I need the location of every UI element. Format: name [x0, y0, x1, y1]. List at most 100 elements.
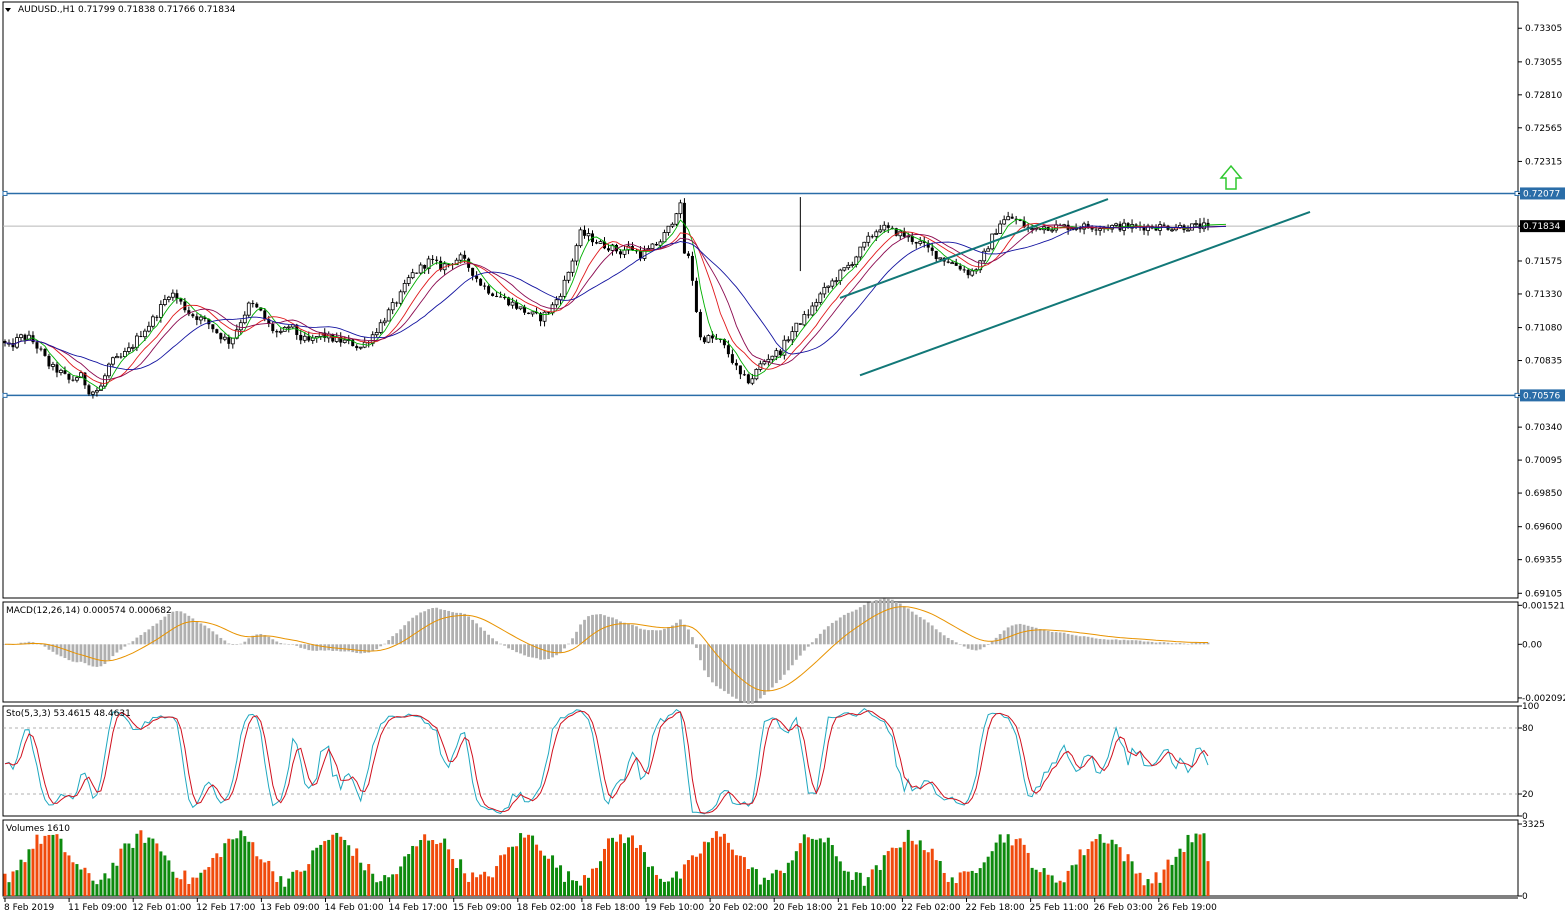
candle-bull — [238, 322, 243, 331]
macd-axis-label: 0.00 — [1522, 640, 1542, 650]
price-label: 0.69105 — [1525, 589, 1562, 599]
candle-bear — [395, 302, 399, 304]
volume-bar — [950, 877, 954, 896]
candle-bull — [898, 230, 903, 237]
volume-bar — [642, 852, 646, 896]
volume-bar — [1026, 852, 1030, 896]
volume-bar — [1114, 844, 1118, 896]
macd-bar — [1130, 640, 1134, 645]
candle-bull — [570, 260, 575, 273]
volume-bar — [886, 851, 890, 896]
macd-bar — [611, 617, 614, 645]
channel-line[interactable] — [839, 198, 1109, 299]
volume-bar — [431, 840, 435, 896]
time-label: 8 Feb 2019 — [4, 903, 55, 913]
macd-bar — [1070, 634, 1074, 645]
macd-bar — [1178, 643, 1182, 645]
candle-bull — [770, 355, 775, 360]
macd-bar — [483, 630, 487, 645]
macd-bar — [647, 630, 650, 645]
volume-bar — [1046, 874, 1050, 896]
panel-border — [2, 1, 1519, 599]
macd-bar — [1150, 641, 1154, 645]
candle-bear — [1206, 222, 1210, 227]
macd-bar — [623, 622, 626, 645]
macd-bar — [1158, 642, 1162, 645]
macd-bar — [1194, 642, 1198, 645]
volume-bar — [650, 866, 654, 896]
macd-bar — [926, 622, 930, 645]
candle-bear — [702, 337, 706, 343]
volume-bar — [91, 880, 95, 896]
macd-bar — [371, 644, 375, 651]
macd-bar — [467, 616, 471, 645]
volume-bar — [798, 843, 802, 896]
macd-bar — [930, 625, 934, 645]
volume-bar — [579, 885, 583, 896]
macd-bar — [734, 644, 738, 699]
candle-bull — [51, 363, 55, 367]
candle-bull — [622, 249, 627, 255]
time-label: 26 Feb 03:00 — [1094, 903, 1153, 913]
macd-bar — [1046, 630, 1050, 645]
volume-bar — [155, 843, 159, 896]
volume-bar — [998, 834, 1002, 896]
candle-bear — [463, 254, 467, 259]
volume-bar — [918, 840, 922, 896]
up-arrow-icon[interactable] — [1219, 164, 1243, 190]
candle-bull — [774, 350, 779, 357]
channel-line[interactable] — [859, 210, 1311, 377]
candle-bull — [862, 241, 867, 248]
candle-bull — [458, 254, 463, 261]
volume-bar — [359, 862, 363, 896]
volume-bar — [575, 880, 579, 896]
macd-bar — [1038, 628, 1042, 645]
macd-bar — [998, 634, 1002, 645]
macd-bar — [63, 644, 67, 659]
candle-bull — [130, 346, 135, 349]
candle-bull — [878, 229, 883, 233]
candle-bull — [610, 244, 615, 251]
macd-bar — [934, 629, 938, 645]
macd-bar — [1062, 632, 1066, 645]
volume-bar — [770, 873, 774, 896]
arrow-shape[interactable] — [1219, 164, 1243, 190]
volume-bar — [459, 859, 463, 896]
price-panel[interactable]: 0.73305 0.73055 0.72810 0.72565 0.72315 0.720… — [2, 5, 1565, 599]
dropdown-triangle-icon[interactable] — [5, 8, 11, 12]
price-label: 0.70835 — [1525, 357, 1562, 367]
macd-bar — [243, 641, 247, 645]
macd-axis: 0.001521 0.00 -0.002092 — [1518, 601, 1565, 704]
macd-panel[interactable]: 0.001521 0.00 -0.002092 MACD(12,26,14) 0.0… — [3, 598, 1565, 704]
macd-bar — [115, 644, 119, 653]
candle-bull — [111, 357, 115, 365]
candle-bear — [487, 286, 491, 294]
volume-bar — [946, 881, 950, 896]
macd-bar — [942, 635, 946, 645]
volumes-panel[interactable]: 3325 0 Volumes 1610 — [3, 820, 1545, 902]
macd-bar — [435, 607, 439, 645]
macd-bar — [459, 612, 463, 645]
candle-bear — [479, 278, 483, 286]
line-handle[interactable] — [2, 190, 8, 196]
stochastic-panel[interactable]: 100 80 20 0 Sto(5,3,3) 53.4615 48.4631 — [3, 702, 1539, 822]
candle-bear — [35, 342, 39, 349]
volume-bar — [539, 850, 543, 896]
volume-bar — [475, 877, 479, 896]
volume-bar — [603, 848, 607, 896]
macd-bar — [427, 609, 431, 645]
volume-bar — [786, 862, 790, 896]
volume-bar — [754, 869, 758, 896]
horizontal-lines[interactable] — [2, 190, 1520, 398]
ma-slow-line — [5, 224, 1227, 381]
line-handle[interactable] — [2, 392, 8, 398]
macd-bar — [982, 644, 986, 648]
symbol-header: AUDUSD.,H1 0.71799 0.71838 0.71766 0.718… — [18, 5, 236, 15]
candle-bear — [886, 225, 890, 228]
volume-bar — [195, 877, 199, 896]
macd-bar — [199, 623, 203, 645]
macd-bar — [826, 626, 830, 645]
candle-bear — [1094, 229, 1098, 231]
trend-channel[interactable] — [839, 198, 1311, 377]
